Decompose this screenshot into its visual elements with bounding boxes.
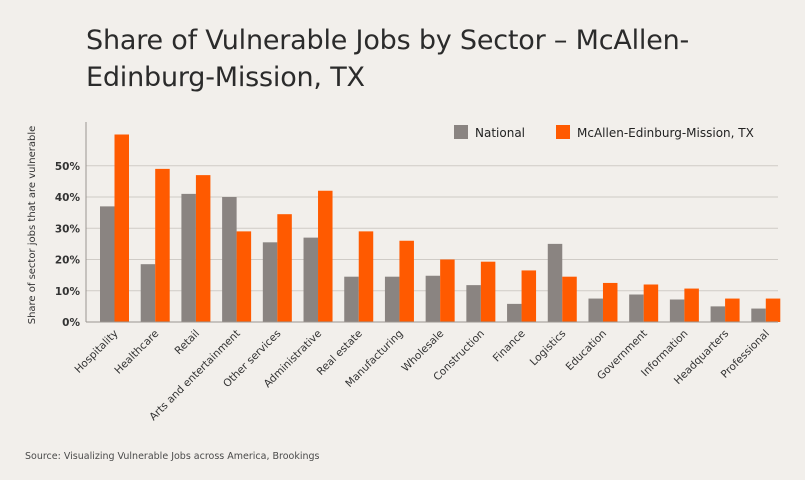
bar-national-education: [588, 298, 603, 322]
chart-title: Share of Vulnerable Jobs by Sector – McA…: [86, 25, 690, 93]
bar-national-manufacturing: [384, 276, 400, 322]
legend-label-local: McAllen-Edinburg-Mission, TX: [577, 126, 754, 140]
bar-national-wholesale: [425, 275, 441, 322]
y-tick-labels: 0% 10% 20% 30% 40% 50%: [55, 161, 81, 329]
bar-local-administrative: [318, 190, 333, 322]
bar-national-government: [629, 294, 644, 322]
bar-national-professional: [751, 308, 766, 322]
bar-local-hospitality: [114, 134, 129, 322]
legend: National McAllen-Edinburg-Mission, TX: [454, 125, 754, 140]
bar-local-retail: [195, 175, 211, 322]
legend-swatch-national: [454, 125, 468, 139]
bar-local-government: [643, 284, 659, 322]
x-tick-label: Healthcare: [112, 328, 161, 377]
bar-national-finance: [507, 303, 522, 322]
bars: [100, 134, 781, 322]
y-tick-label: 30%: [55, 223, 81, 235]
y-axis-label: Share of sector jobs that are vulnerable: [27, 126, 38, 325]
bar-national-information: [669, 299, 685, 322]
bar-local-finance: [521, 270, 537, 322]
x-tick-label: Retail: [173, 328, 202, 357]
bar-national-arts-and-entertainment: [222, 197, 237, 322]
bar-local-education: [602, 282, 618, 322]
y-tick-label: 10%: [55, 286, 81, 298]
source-note: Source: Visualizing Vulnerable Jobs acro…: [25, 451, 320, 462]
x-tick-label: Finance: [491, 328, 528, 365]
bar-national-healthcare: [140, 264, 156, 322]
x-tick-label: Logistics: [528, 328, 569, 369]
y-tick-label: 20%: [55, 255, 81, 267]
bar-local-professional: [765, 298, 781, 322]
bar-national-other-services: [262, 242, 278, 322]
y-tick-label: 0%: [62, 317, 80, 329]
bar-national-real-estate: [344, 276, 359, 322]
bar-national-headquarters: [710, 306, 726, 322]
bar-local-headquarters: [725, 298, 740, 322]
bar-local-other-services: [277, 214, 292, 322]
bar-national-logistics: [547, 243, 563, 322]
bar-local-wholesale: [440, 259, 455, 322]
bar-local-manufacturing: [399, 240, 414, 322]
bar-national-construction: [466, 285, 481, 322]
bar-local-logistics: [562, 276, 577, 322]
bar-local-construction: [480, 261, 496, 322]
legend-label-national: National: [475, 126, 525, 140]
bar-local-healthcare: [155, 168, 170, 322]
bar-national-administrative: [303, 237, 319, 322]
bar-national-hospitality: [100, 206, 115, 322]
bar-local-information: [684, 288, 699, 322]
axes: [85, 122, 778, 323]
bar-local-arts-and-entertainment: [236, 231, 252, 322]
y-tick-label: 40%: [55, 192, 81, 204]
bar-local-real-estate: [358, 231, 374, 322]
y-tick-label: 50%: [55, 161, 81, 173]
legend-swatch-local: [556, 125, 570, 139]
bar-national-retail: [181, 193, 196, 322]
